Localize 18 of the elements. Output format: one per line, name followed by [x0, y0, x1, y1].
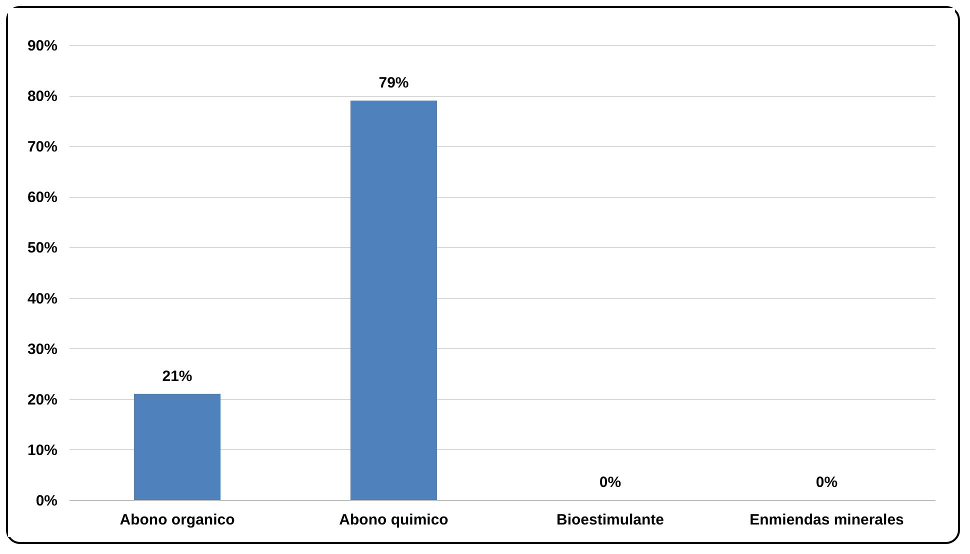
y-tick-label: 30% — [27, 340, 58, 358]
y-tick-label: 20% — [27, 391, 58, 408]
data-label: 21% — [162, 368, 192, 385]
x-tick-label: Enmiendas minerales — [750, 512, 904, 528]
y-tick-label: 80% — [27, 88, 58, 106]
data-label: 0% — [599, 474, 622, 491]
data-label: 0% — [816, 474, 838, 491]
y-tick-label: 0% — [36, 492, 58, 510]
y-tick-label: 70% — [27, 138, 58, 156]
x-tick-label: Abono organico — [120, 512, 235, 528]
y-tick-label: 90% — [27, 38, 58, 54]
y-tick-label: 60% — [27, 189, 58, 206]
data-label: 79% — [378, 74, 409, 92]
y-tick-label: 40% — [27, 290, 58, 308]
x-tick-label: Bioestimulante — [556, 512, 664, 528]
x-tick-label: Abono quimico — [339, 512, 448, 528]
y-tick-label: 50% — [27, 240, 58, 257]
y-tick-label: 10% — [27, 442, 58, 459]
